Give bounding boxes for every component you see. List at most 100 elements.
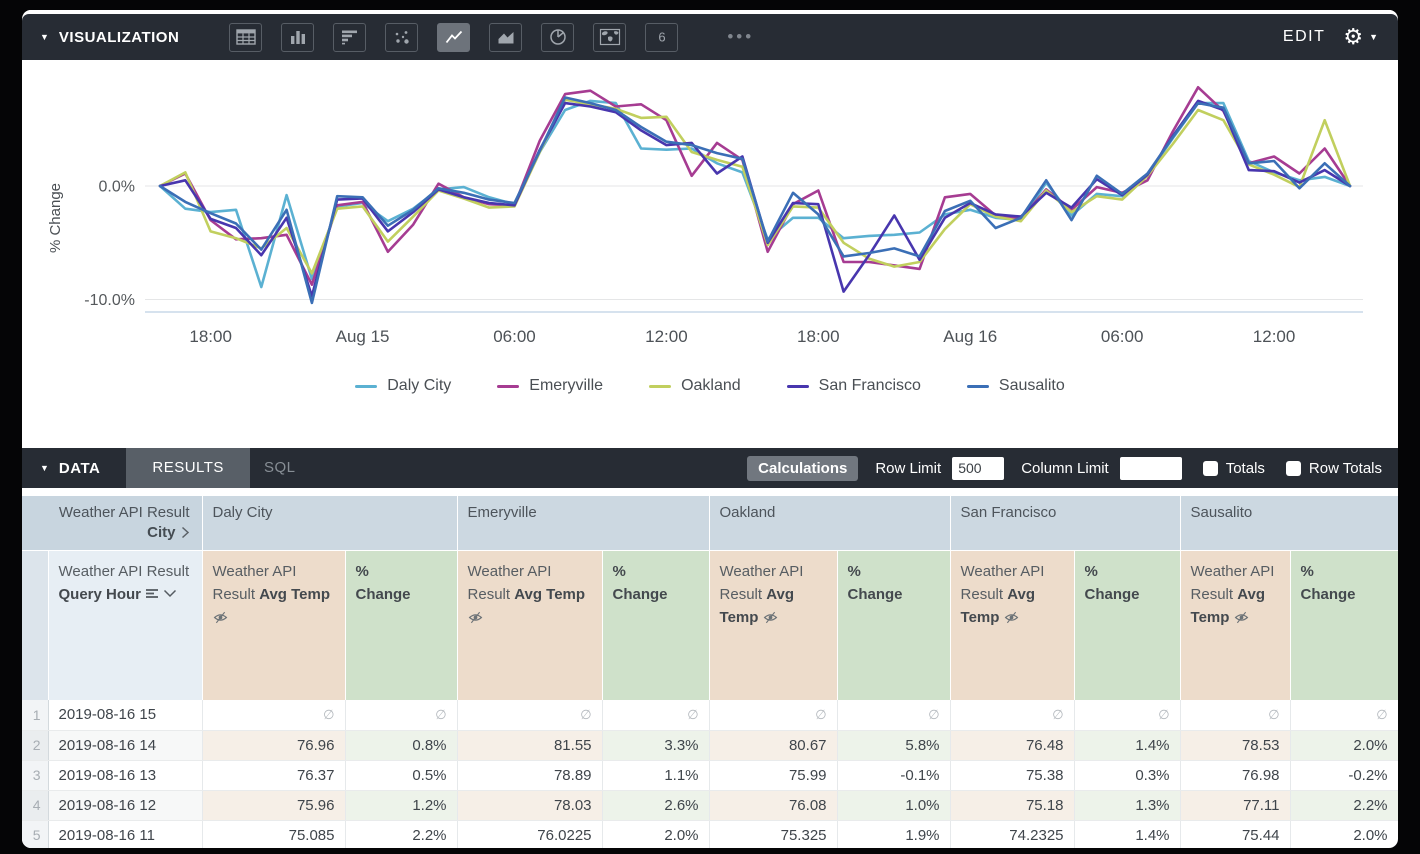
pct-change-cell[interactable]: 1.4% xyxy=(1074,730,1181,761)
avg-temp-cell[interactable]: 78.53 xyxy=(1180,730,1291,761)
row-limit-input[interactable] xyxy=(952,456,1005,480)
legend-item-san-francisco[interactable]: San Francisco xyxy=(786,377,921,395)
calculations-button[interactable]: Calculations xyxy=(747,455,859,481)
viz-type-line-chart-icon[interactable] xyxy=(437,22,471,52)
pct-change-cell[interactable]: 2.0% xyxy=(1290,820,1398,848)
pct-change-cell[interactable]: 1.4% xyxy=(1074,820,1181,848)
pct-change-cell[interactable]: ∅ xyxy=(1074,700,1181,731)
pct-change-cell[interactable]: ∅ xyxy=(602,700,710,731)
data-collapse-caret-icon[interactable]: ▼ xyxy=(40,463,49,473)
avg-temp-cell[interactable]: 75.44 xyxy=(1180,820,1291,848)
visualization-collapse-caret-icon[interactable]: ▼ xyxy=(40,32,49,42)
pct-change-cell[interactable]: -0.2% xyxy=(1290,760,1398,791)
viz-type-map-icon[interactable] xyxy=(593,22,627,52)
avg-temp-cell[interactable]: 81.55 xyxy=(457,730,603,761)
avg-temp-cell[interactable]: 74.2325 xyxy=(950,820,1075,848)
viz-type-single-value-icon[interactable]: 6 xyxy=(645,22,679,52)
city-header-san-francisco[interactable]: San Francisco xyxy=(949,496,1181,550)
gear-icon[interactable]: ⚙ xyxy=(1343,24,1364,49)
avg-temp-cell[interactable]: 75.18 xyxy=(950,790,1075,821)
more-viz-types-icon[interactable]: ••• xyxy=(727,27,755,46)
pct-change-cell[interactable]: 1.2% xyxy=(345,790,458,821)
pct-change-cell[interactable]: 1.3% xyxy=(1074,790,1181,821)
avg-temp-cell[interactable]: 80.67 xyxy=(709,730,838,761)
avg-temp-cell[interactable]: 75.99 xyxy=(709,760,838,791)
pct-change-cell[interactable]: 1.1% xyxy=(602,760,710,791)
totals-checkbox[interactable] xyxy=(1202,460,1218,476)
legend-item-emeryville[interactable]: Emeryville xyxy=(497,377,603,395)
pct-change-header-san-francisco[interactable]: % Change xyxy=(1073,549,1181,700)
pct-change-cell[interactable]: 2.0% xyxy=(1290,730,1398,761)
viz-type-area-chart-icon[interactable] xyxy=(489,22,523,52)
avg-temp-cell[interactable]: ∅ xyxy=(709,700,838,731)
pct-change-cell[interactable]: 3.3% xyxy=(602,730,710,761)
pct-change-cell[interactable]: ∅ xyxy=(1290,700,1398,731)
avg-temp-cell[interactable]: ∅ xyxy=(202,700,346,731)
avg-temp-cell[interactable]: 76.0225 xyxy=(457,820,603,848)
pct-change-cell[interactable]: ∅ xyxy=(837,700,951,731)
pct-change-cell[interactable]: 0.3% xyxy=(1074,760,1181,791)
avg-temp-cell[interactable]: 75.325 xyxy=(709,820,838,848)
legend-item-daly-city[interactable]: Daly City xyxy=(355,377,451,395)
query-hour-cell[interactable]: 2019-08-16 15 xyxy=(48,700,203,731)
avg-temp-cell[interactable]: 75.38 xyxy=(950,760,1075,791)
query-hour-cell[interactable]: 2019-08-16 11 xyxy=(48,820,203,848)
viz-type-scatter-chart-icon[interactable] xyxy=(385,22,419,52)
row-totals-checkbox[interactable] xyxy=(1285,460,1301,476)
pct-change-cell[interactable]: 5.8% xyxy=(837,730,951,761)
viz-type-table-icon[interactable] xyxy=(229,22,263,52)
pct-change-cell[interactable]: 1.9% xyxy=(837,820,951,848)
avg-temp-cell[interactable]: 76.08 xyxy=(709,790,838,821)
city-header-sausalito[interactable]: Sausalito xyxy=(1179,496,1398,550)
edit-button[interactable]: EDIT xyxy=(1282,28,1326,45)
gear-caret-icon[interactable]: ▼ xyxy=(1369,32,1378,42)
avg-temp-header-san-francisco[interactable]: Weather API Result Avg Temp xyxy=(949,549,1075,700)
query-hour-cell[interactable]: 2019-08-16 13 xyxy=(48,760,203,791)
avg-temp-cell[interactable]: 76.48 xyxy=(950,730,1075,761)
totals-toggle[interactable]: Totals xyxy=(1202,460,1265,477)
avg-temp-cell[interactable]: 76.37 xyxy=(202,760,346,791)
avg-temp-cell[interactable]: ∅ xyxy=(457,700,603,731)
avg-temp-header-oakland[interactable]: Weather API Result Avg Temp xyxy=(708,549,838,700)
pct-change-header-daly-city[interactable]: % Change xyxy=(344,549,458,700)
avg-temp-cell[interactable]: ∅ xyxy=(950,700,1075,731)
chevron-right-icon[interactable] xyxy=(181,526,190,539)
avg-temp-cell[interactable]: 76.96 xyxy=(202,730,346,761)
pct-change-cell[interactable]: -0.1% xyxy=(837,760,951,791)
pct-change-cell[interactable]: 0.5% xyxy=(345,760,458,791)
viz-type-column-chart-icon[interactable] xyxy=(281,22,315,52)
legend-item-sausalito[interactable]: Sausalito xyxy=(966,377,1065,395)
pct-change-header-sausalito[interactable]: % Change xyxy=(1289,549,1398,700)
query-hour-cell[interactable]: 2019-08-16 12 xyxy=(48,790,203,821)
pct-change-cell[interactable]: 2.0% xyxy=(602,820,710,848)
pct-change-cell[interactable]: 1.0% xyxy=(837,790,951,821)
pivot-header-city[interactable]: Weather API Result City xyxy=(22,496,202,550)
avg-temp-cell[interactable]: 76.98 xyxy=(1180,760,1291,791)
avg-temp-cell[interactable]: 78.03 xyxy=(457,790,603,821)
pct-change-header-oakland[interactable]: % Change xyxy=(836,549,951,700)
avg-temp-header-sausalito[interactable]: Weather API Result Avg Temp xyxy=(1179,549,1291,700)
pct-change-cell[interactable]: 2.6% xyxy=(602,790,710,821)
viz-type-pie-chart-icon[interactable] xyxy=(541,22,575,52)
query-hour-cell[interactable]: 2019-08-16 14 xyxy=(48,730,203,761)
city-header-oakland[interactable]: Oakland xyxy=(708,496,951,550)
pct-change-cell[interactable]: 2.2% xyxy=(1290,790,1398,821)
pct-change-cell[interactable]: 0.8% xyxy=(345,730,458,761)
avg-temp-cell[interactable]: 75.96 xyxy=(202,790,346,821)
tab-results[interactable]: RESULTS xyxy=(126,448,250,488)
row-totals-toggle[interactable]: Row Totals xyxy=(1285,460,1382,477)
tab-sql[interactable]: SQL xyxy=(263,459,296,476)
avg-temp-cell[interactable]: 77.11 xyxy=(1180,790,1291,821)
avg-temp-cell[interactable]: ∅ xyxy=(1180,700,1291,731)
avg-temp-cell[interactable]: 78.89 xyxy=(457,760,603,791)
chevron-down-icon[interactable] xyxy=(163,589,177,598)
avg-temp-header-daly-city[interactable]: Weather API Result Avg Temp xyxy=(201,549,345,700)
query-hour-header[interactable]: Weather API Result Query Hour xyxy=(47,549,202,700)
legend-item-oakland[interactable]: Oakland xyxy=(649,377,741,395)
sort-icon[interactable] xyxy=(145,588,159,599)
city-header-emeryville[interactable]: Emeryville xyxy=(456,496,710,550)
pct-change-header-emeryville[interactable]: % Change xyxy=(601,549,710,700)
viz-type-bar-chart-icon[interactable] xyxy=(333,22,367,52)
pct-change-cell[interactable]: ∅ xyxy=(345,700,458,731)
avg-temp-header-emeryville[interactable]: Weather API Result Avg Temp xyxy=(456,549,603,700)
